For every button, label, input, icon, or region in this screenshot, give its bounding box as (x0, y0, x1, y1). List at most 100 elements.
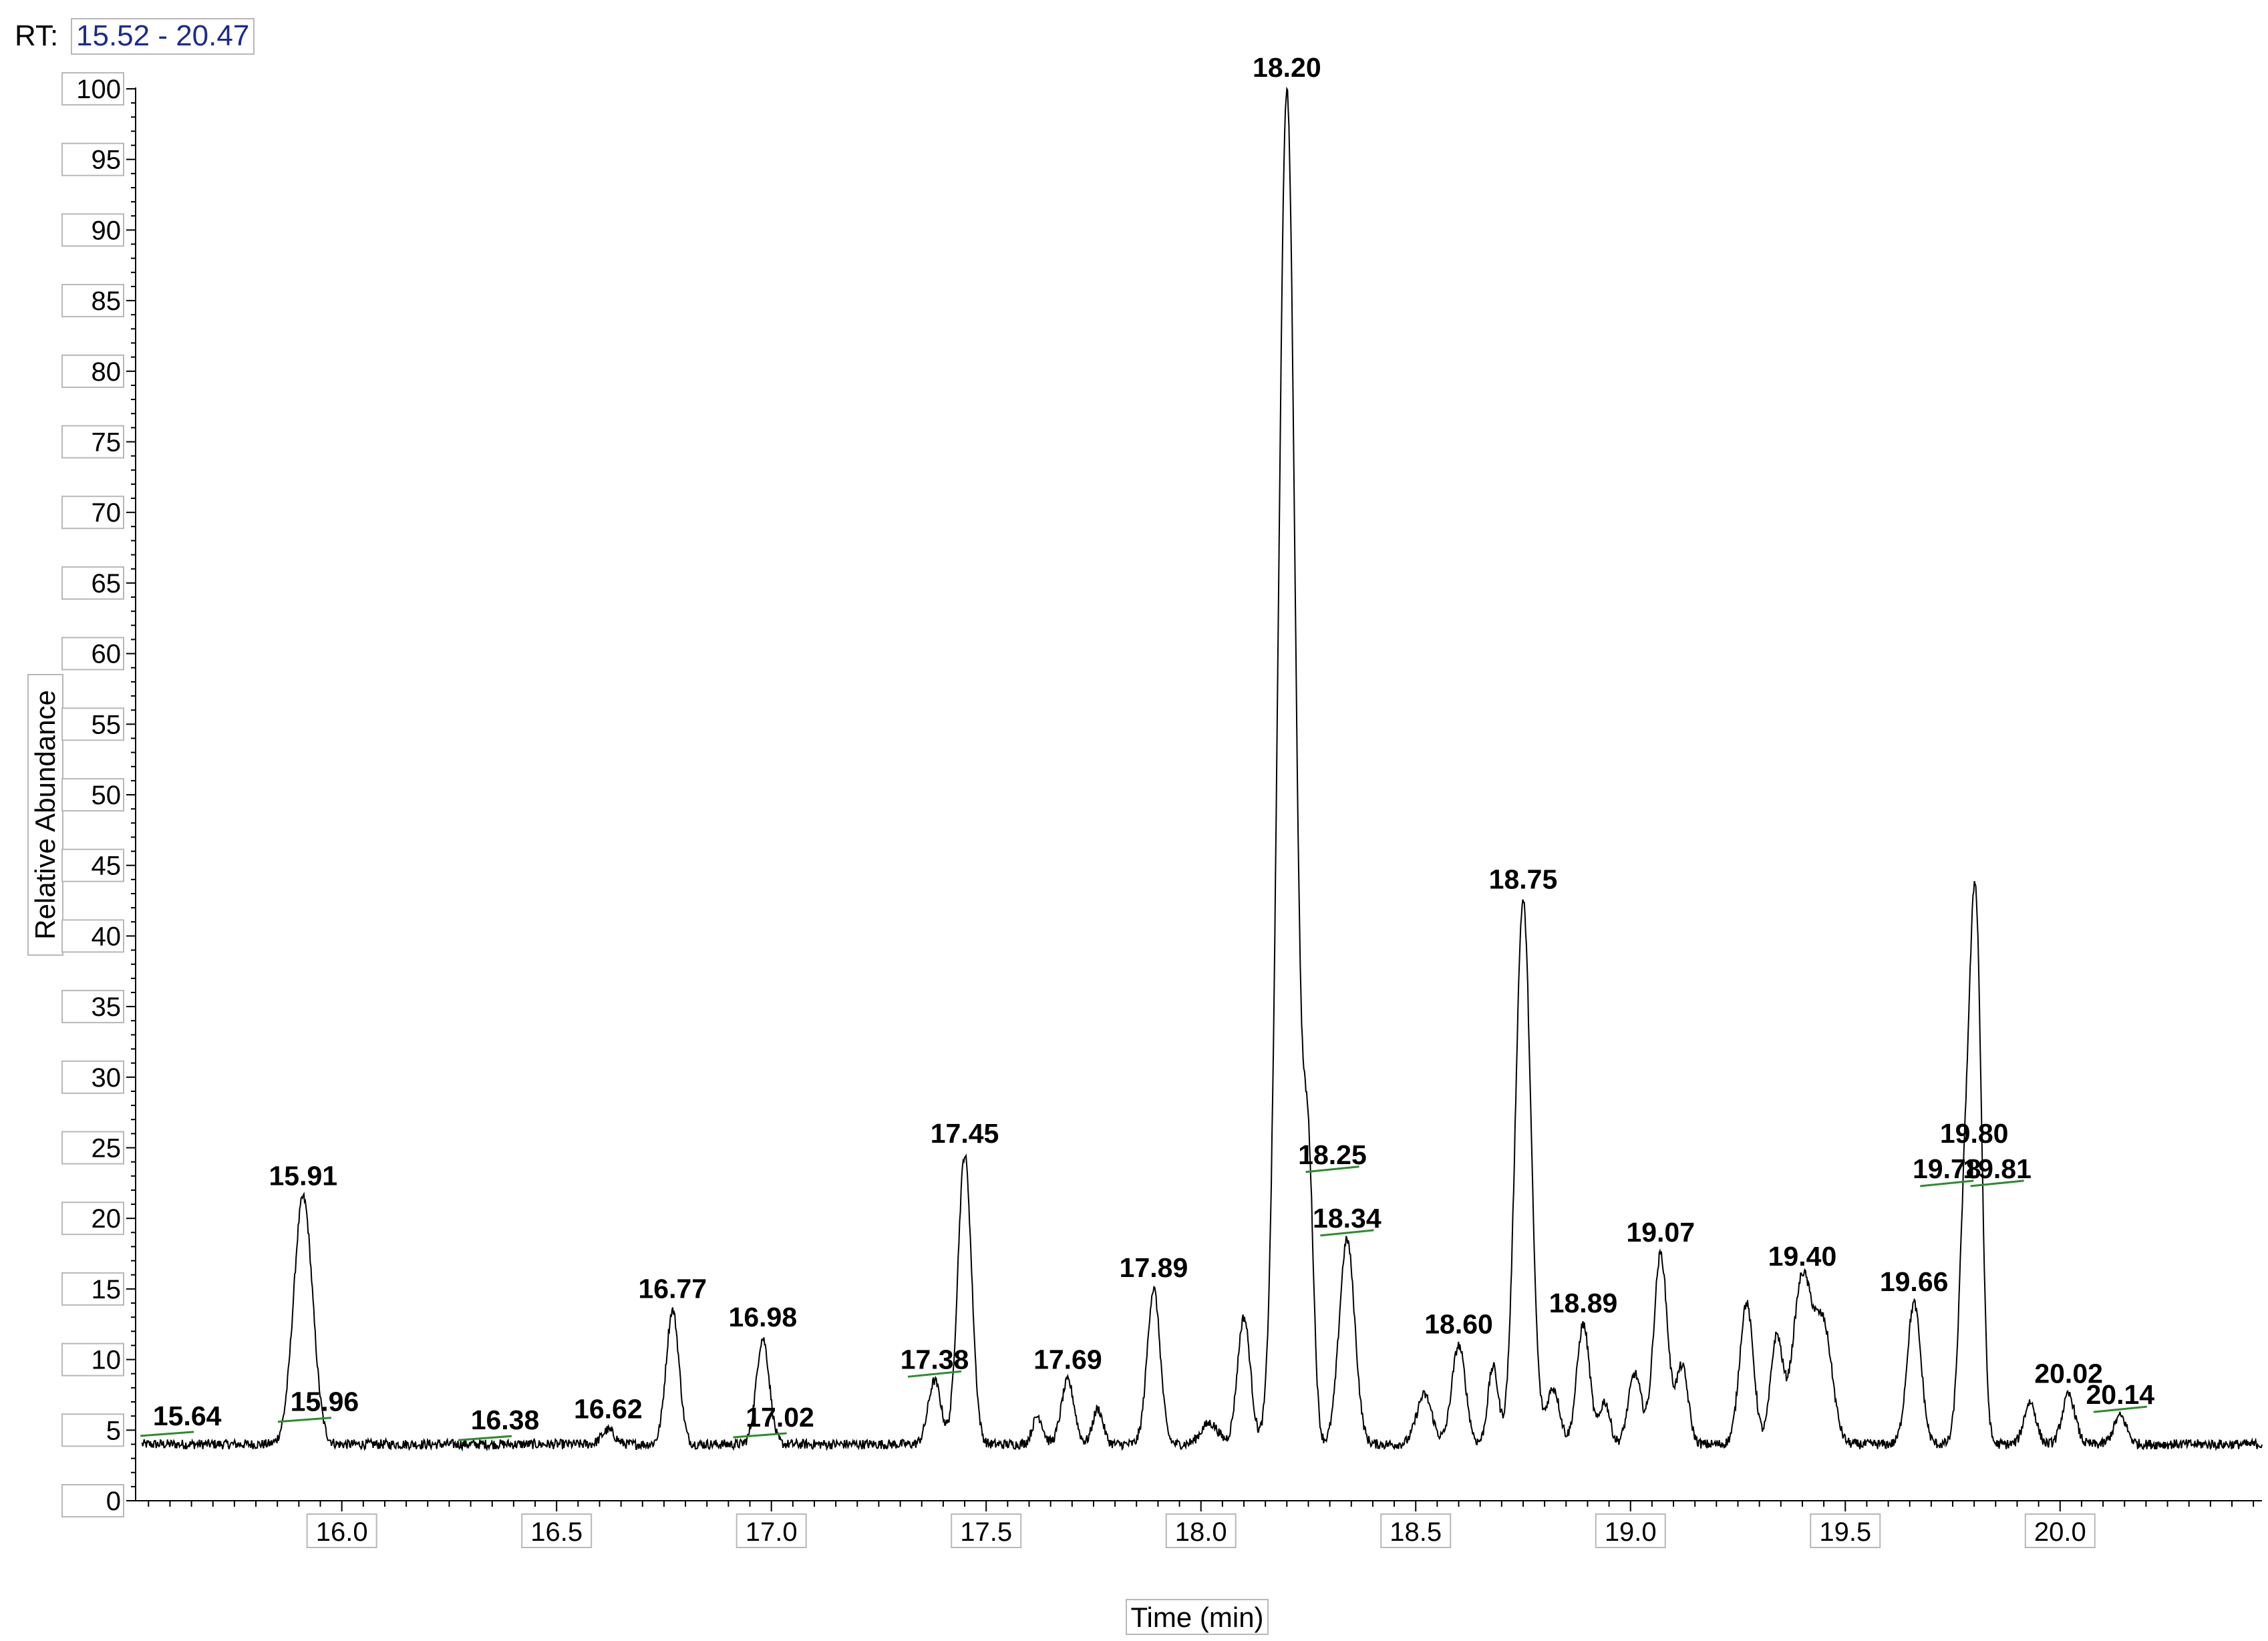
peak-marker (1320, 1229, 1374, 1237)
x-tick-label: 18.0 (1175, 1517, 1227, 1547)
peak-marker (458, 1435, 512, 1441)
peak-label: 18.75 (1489, 864, 1558, 895)
peak-labels: 15.91 16.62 16.77 16.98 17.38 17.45 17.69 17.89… (140, 52, 2154, 1441)
y-tick-label-box (61, 72, 124, 106)
y-axis-title: Relative Abundance (29, 690, 61, 940)
peak-marker (907, 1370, 962, 1378)
peak-label-minor: 15.64 (153, 1401, 222, 1431)
peak-label: 19.07 (1626, 1217, 1695, 1248)
x-tick-label: 20.0 (2034, 1517, 2086, 1547)
y-tick-label: 25 (92, 1134, 122, 1163)
peak-label-minor: 16.38 (471, 1405, 540, 1435)
peak-label: 18.20 (1253, 52, 1321, 83)
y-tick-label: 15 (92, 1275, 122, 1304)
chromatogram-trace (141, 86, 2263, 1452)
peak-label: 16.62 (574, 1393, 643, 1424)
peak-label: 18.25 (1298, 1139, 1367, 1170)
x-tick-label-box (1165, 1513, 1237, 1548)
x-tick-label-box (1595, 1513, 1666, 1548)
y-tick-label-box (61, 636, 124, 671)
y-tick-label: 90 (92, 216, 122, 245)
peak-label: 19.80 (1940, 1118, 2009, 1149)
y-tick-label: 35 (92, 992, 122, 1022)
y-tick-label-box (61, 142, 124, 176)
peak-label: 18.89 (1549, 1288, 1618, 1318)
y-tick-label: 55 (92, 710, 122, 739)
y-tick-label: 85 (92, 287, 122, 316)
x-tick-label-box (1810, 1513, 1881, 1548)
y-tick-label: 40 (92, 922, 122, 951)
peak-label: 19.40 (1768, 1241, 1837, 1272)
y-tick-label: 45 (92, 852, 122, 881)
x-tick-label-box (521, 1513, 593, 1548)
x-tick-label: 19.0 (1605, 1517, 1657, 1547)
y-tick-label: 50 (92, 781, 122, 810)
y-tick-label-box (61, 566, 124, 600)
x-tick-label: 18.5 (1390, 1517, 1442, 1547)
y-tick-label-box (61, 1413, 124, 1447)
trace-line (141, 86, 2263, 1452)
y-tick-label-box (61, 848, 124, 882)
rt-range-value: 15.52 - 20.47 (76, 19, 249, 52)
y-tick-label: 95 (92, 146, 122, 175)
peak-label: 17.38 (901, 1344, 969, 1375)
peak-marker (1970, 1179, 2024, 1188)
axes: 0 5 10 15 20 25 30 35 40 45 50 55 60 65 70 75 80 85 90 95 10… (61, 72, 2262, 1548)
y-tick-label-box (61, 213, 124, 247)
peak-marker (277, 1417, 332, 1423)
peak-label-minor: 15.96 (291, 1387, 359, 1417)
y-tick-label: 80 (92, 357, 122, 387)
y-tick-label: 65 (92, 569, 122, 598)
peak-label: 17.89 (1120, 1252, 1188, 1283)
x-tick-label-box (2024, 1513, 2096, 1548)
y-tick-label-box (61, 1272, 124, 1306)
x-tick-label-box (951, 1513, 1022, 1548)
rt-range-box (71, 18, 255, 55)
x-tick-label: 16.0 (316, 1517, 368, 1547)
y-tick-label-box (61, 1060, 124, 1094)
x-tick-label: 19.5 (1819, 1517, 1871, 1547)
y-tick-label: 10 (92, 1346, 122, 1375)
y-tick-label-box (61, 354, 124, 388)
y-tick-label: 0 (106, 1487, 121, 1516)
peak-label: 20.02 (2034, 1358, 2103, 1389)
y-tick-label-box (61, 1484, 124, 1517)
x-tick-label: 16.5 (530, 1517, 583, 1547)
x-tick-label: 17.0 (746, 1517, 798, 1547)
y-tick-label: 70 (92, 498, 122, 528)
y-tick-label: 60 (92, 640, 122, 669)
peak-marker (140, 1431, 194, 1437)
peak-label: 19.81 (1963, 1153, 2032, 1184)
peak-label: 19.78 (1913, 1153, 1981, 1184)
y-axis-title-box (27, 674, 63, 956)
y-tick-label: 100 (76, 75, 121, 104)
peak-label: 18.34 (1313, 1203, 1382, 1234)
y-tick-label-box (61, 707, 124, 741)
y-tick-label: 5 (106, 1416, 121, 1445)
y-tick-label-box (61, 1131, 124, 1165)
peak-label: 16.77 (638, 1274, 707, 1304)
x-axis-title-box (1126, 1599, 1269, 1635)
x-tick-label-box (306, 1513, 377, 1548)
peak-marker (1305, 1165, 1359, 1173)
peak-marker (1920, 1179, 1974, 1188)
y-tick-label: 30 (92, 1063, 122, 1093)
y-tick-label-box (61, 1202, 124, 1236)
peak-marker (2093, 1405, 2147, 1413)
y-tick-label-box (61, 778, 124, 811)
peak-label-minor: 17.02 (746, 1402, 814, 1433)
peak-label: 18.60 (1424, 1308, 1493, 1339)
y-tick-label-box (61, 496, 124, 530)
peak-label: 16.98 (729, 1302, 798, 1332)
y-tick-label-box (61, 919, 124, 953)
y-tick-label-box (61, 284, 124, 318)
peak-label: 17.45 (931, 1118, 999, 1149)
x-axis-title: Time (min) (1130, 1602, 1263, 1633)
y-tick-label: 20 (92, 1204, 122, 1234)
y-tick-label-box (61, 990, 124, 1024)
x-tick-label-box (1380, 1513, 1452, 1548)
peak-label: 17.69 (1033, 1344, 1102, 1375)
y-tick-label-box (61, 425, 124, 459)
y-tick-label: 75 (92, 428, 122, 458)
peak-label: 20.14 (2086, 1379, 2154, 1410)
